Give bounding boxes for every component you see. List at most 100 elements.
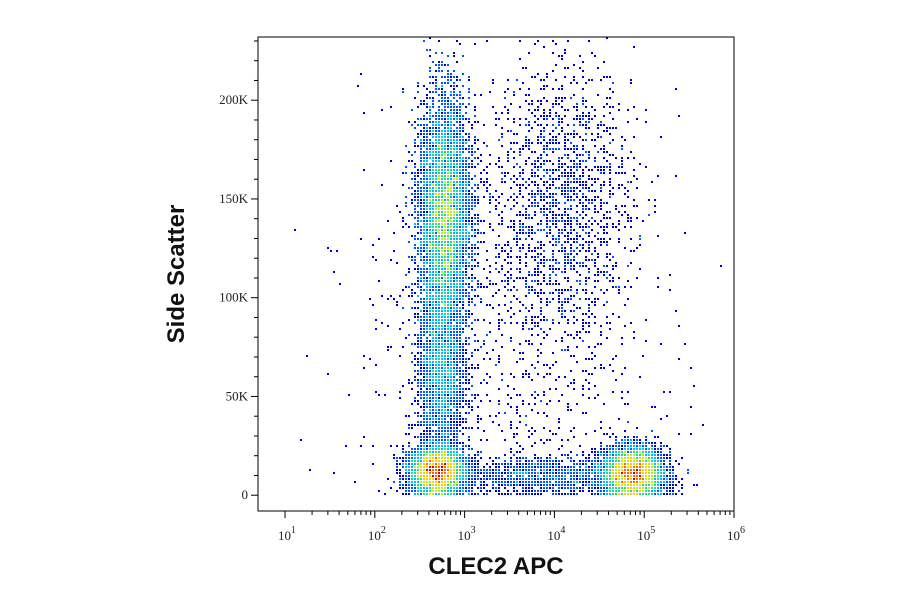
density-dot — [429, 319, 431, 321]
density-dot — [510, 220, 512, 222]
density-dot — [525, 466, 527, 468]
density-dot — [474, 484, 476, 486]
density-dot — [564, 481, 566, 483]
density-dot — [489, 202, 491, 204]
density-dot — [540, 223, 542, 225]
density-dot — [432, 307, 434, 309]
density-dot — [630, 457, 632, 459]
density-dot — [456, 130, 458, 132]
density-dot — [444, 397, 446, 399]
density-dot — [441, 409, 443, 411]
density-dot — [462, 277, 464, 279]
density-dot — [333, 472, 335, 474]
density-dot — [420, 238, 422, 240]
density-dot — [447, 55, 449, 57]
density-dot — [531, 364, 533, 366]
density-dot — [603, 304, 605, 306]
density-dot — [513, 286, 515, 288]
density-dot — [633, 478, 635, 480]
density-dot — [435, 349, 437, 351]
density-dot — [531, 175, 533, 177]
density-dot — [405, 475, 407, 477]
density-dot — [429, 280, 431, 282]
density-dot — [420, 352, 422, 354]
density-dot — [456, 298, 458, 300]
density-dot — [594, 250, 596, 252]
density-dot — [621, 442, 623, 444]
density-dot — [456, 40, 458, 42]
density-dot — [426, 127, 428, 129]
density-dot — [525, 286, 527, 288]
density-dot — [558, 175, 560, 177]
density-dot — [576, 145, 578, 147]
density-dot — [459, 136, 461, 138]
density-dot — [597, 451, 599, 453]
density-dot — [459, 238, 461, 240]
density-dot — [501, 373, 503, 375]
density-dot — [441, 466, 443, 468]
density-dot — [555, 79, 557, 81]
density-dot — [435, 280, 437, 282]
density-dot — [594, 160, 596, 162]
density-dot — [504, 181, 506, 183]
density-dot — [408, 256, 410, 258]
density-dot — [429, 364, 431, 366]
density-dot — [468, 118, 470, 120]
density-dot — [453, 244, 455, 246]
density-dot — [450, 352, 452, 354]
density-dot — [609, 328, 611, 330]
density-dot — [504, 466, 506, 468]
density-dot — [432, 82, 434, 84]
density-dot — [450, 430, 452, 432]
density-dot — [450, 328, 452, 330]
density-dot — [588, 250, 590, 252]
density-dot — [426, 214, 428, 216]
density-dot — [609, 106, 611, 108]
density-dot — [534, 175, 536, 177]
density-dot — [666, 466, 668, 468]
density-dot — [567, 175, 569, 177]
density-dot — [624, 466, 626, 468]
density-dot — [570, 457, 572, 459]
density-dot — [459, 214, 461, 216]
density-dot — [444, 181, 446, 183]
density-dot — [543, 229, 545, 231]
density-dot — [465, 277, 467, 279]
density-dot — [429, 214, 431, 216]
density-dot — [588, 466, 590, 468]
density-dot — [543, 160, 545, 162]
density-dot — [549, 466, 551, 468]
density-dot — [456, 238, 458, 240]
density-dot — [420, 214, 422, 216]
density-dot — [438, 304, 440, 306]
density-dot — [525, 472, 527, 474]
density-dot — [426, 235, 428, 237]
density-dot — [459, 220, 461, 222]
density-dot — [423, 118, 425, 120]
density-dot — [570, 208, 572, 210]
density-dot — [423, 430, 425, 432]
density-dot — [441, 469, 443, 471]
density-dot — [636, 475, 638, 477]
density-dot — [552, 271, 554, 273]
dot-cloud — [294, 37, 722, 495]
density-dot — [579, 175, 581, 177]
density-dot — [561, 244, 563, 246]
density-dot — [660, 343, 662, 345]
density-dot — [573, 484, 575, 486]
density-dot — [456, 148, 458, 150]
density-dot — [474, 229, 476, 231]
density-dot — [453, 469, 455, 471]
density-dot — [432, 136, 434, 138]
density-dot — [465, 343, 467, 345]
density-dot — [519, 250, 521, 252]
density-dot — [468, 88, 470, 90]
density-dot — [624, 304, 626, 306]
density-dot — [423, 361, 425, 363]
density-dot — [567, 214, 569, 216]
density-dot — [459, 379, 461, 381]
density-dot — [510, 460, 512, 462]
density-dot — [360, 445, 362, 447]
density-dot — [426, 328, 428, 330]
density-dot — [504, 250, 506, 252]
